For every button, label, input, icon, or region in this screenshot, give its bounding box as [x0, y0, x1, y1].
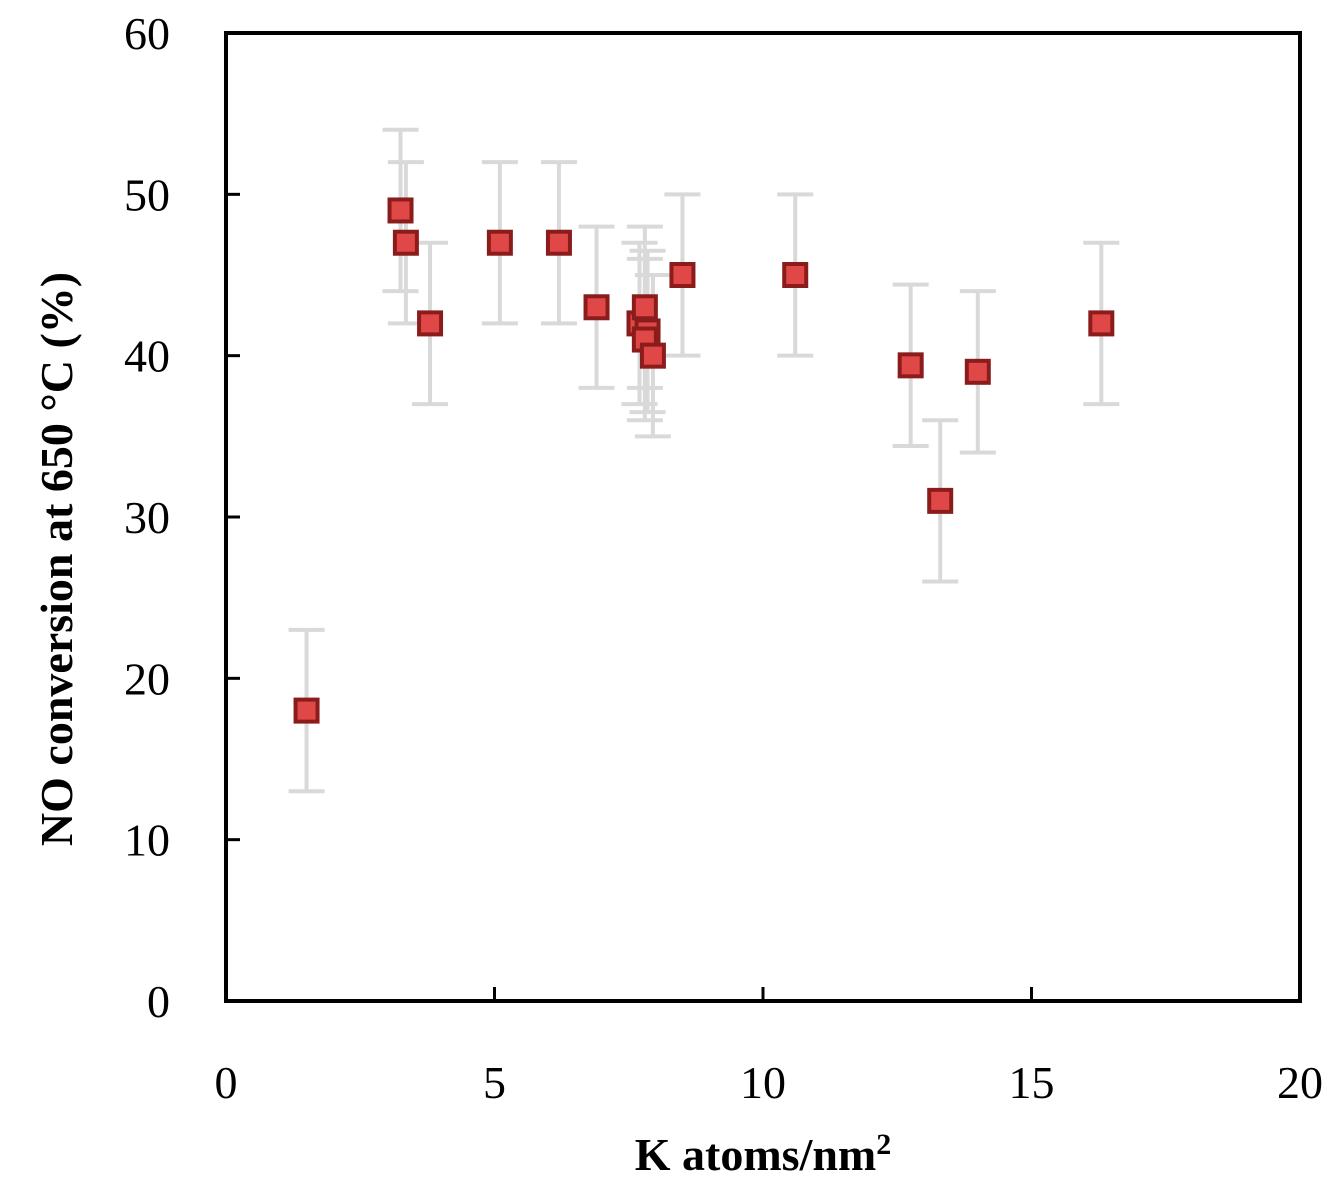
error-bars — [288, 127, 1120, 794]
data-point — [639, 342, 666, 369]
data-point — [1088, 310, 1115, 337]
y-tick-label: 40 — [124, 331, 170, 382]
plot-frame — [224, 31, 1302, 1003]
data-point — [669, 262, 696, 288]
data-point — [486, 229, 513, 256]
data-point — [782, 262, 809, 288]
y-axis-title: NO conversion at 650 °C (%) — [31, 272, 82, 846]
data-point — [392, 229, 419, 256]
data-point — [583, 294, 610, 321]
x-tick-label: 10 — [740, 1057, 786, 1108]
data-point — [387, 197, 414, 224]
y-tick-label: 60 — [124, 8, 170, 59]
data-point — [417, 310, 444, 337]
data-point — [545, 229, 572, 256]
data-point — [631, 294, 658, 321]
x-tick-label: 0 — [215, 1057, 238, 1108]
y-tick-label: 50 — [124, 169, 170, 220]
data-point — [293, 697, 320, 724]
x-axis-ticks: 0 5 10 15 20 — [215, 987, 1323, 1108]
data-point — [964, 358, 991, 385]
x-axis-title: K atoms/nm2 — [635, 1128, 892, 1180]
data-markers — [293, 197, 1115, 724]
x-tick-label: 15 — [1009, 1057, 1055, 1108]
data-point — [927, 487, 954, 514]
y-tick-label: 20 — [124, 653, 170, 704]
x-tick-label: 20 — [1277, 1057, 1323, 1108]
y-axis-ticks: 0 10 20 30 40 50 60 — [124, 8, 240, 1027]
x-tick-label: 5 — [483, 1057, 506, 1108]
y-tick-label: 0 — [147, 976, 170, 1027]
y-tick-label: 10 — [124, 815, 170, 866]
y-tick-label: 30 — [124, 492, 170, 543]
data-point — [897, 352, 924, 379]
